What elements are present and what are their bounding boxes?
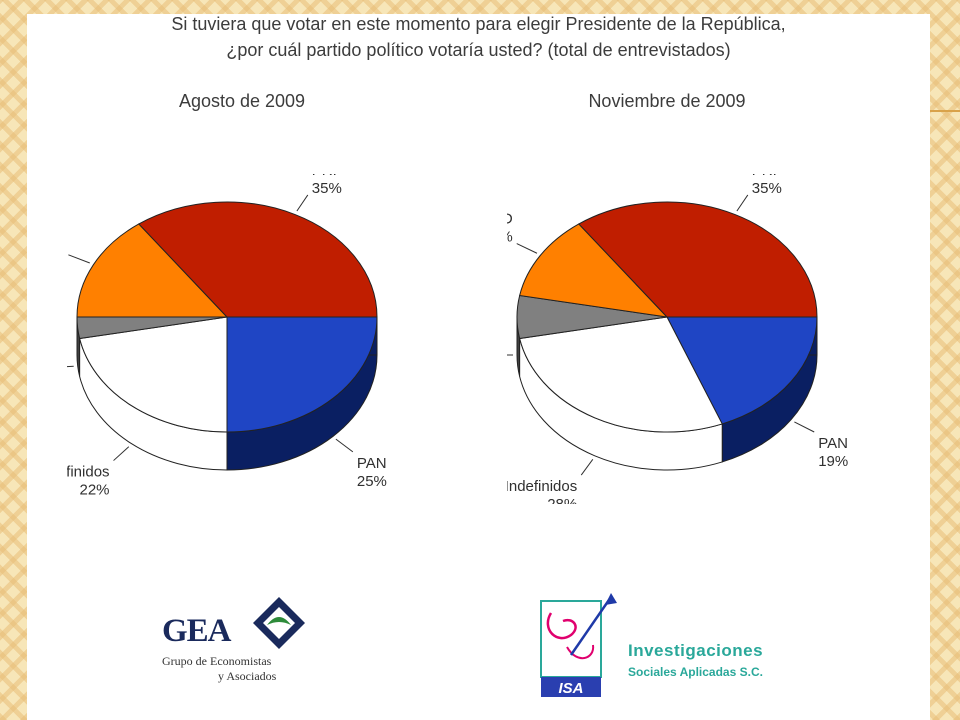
- slide: Si tuviera que votar en este momento par…: [27, 14, 930, 720]
- chart1-title: Agosto de 2009: [178, 91, 306, 111]
- pie0-label-pan: PAN: [357, 455, 387, 472]
- pie1-leader-pri: [736, 194, 749, 212]
- pie0-value-pan: 25%: [357, 473, 387, 490]
- isa-logo-line2: Sociales Aplicadas S.C.: [628, 665, 763, 679]
- pie0-leader-indefinidos: [113, 446, 130, 461]
- isa-logo: ISA Investigaciones Sociales Aplicadas S…: [537, 589, 817, 704]
- gea-logo-name: GEA: [162, 613, 232, 649]
- gea-logo: GEA Grupo de Economistas y Asociados: [162, 597, 322, 689]
- pie1-value-pri: 35%: [752, 180, 782, 197]
- pie1-value-indefinidos: 28%: [547, 496, 577, 504]
- gea-logo-line1: Grupo de Economistas: [162, 654, 272, 668]
- isa-logo-mark: ISA: [540, 593, 617, 697]
- pie1-value-prd: 12%: [507, 229, 513, 246]
- slide-title-line2: ¿por cuál partido político votaría usted…: [226, 40, 731, 60]
- pie1-label-prd: PRD: [507, 211, 513, 228]
- pie0-label-pri: PRI: [312, 174, 337, 179]
- pie0-slice-pri: [138, 201, 378, 318]
- gea-logo-line2: y Asociados: [218, 669, 277, 683]
- pie1-leader-indefinidos: [580, 458, 594, 476]
- pie0-slice-indefinidos: [79, 316, 228, 433]
- pie1-slice-pri: [578, 201, 818, 318]
- isa-logo-name: Investigaciones: [628, 641, 764, 660]
- pie0-leader-pri: [296, 194, 309, 212]
- pie1-leader-prd: [516, 243, 538, 254]
- pie0-slice-prd: [76, 223, 229, 318]
- pie0-label-indefinidos: Indefinidos: [67, 464, 110, 481]
- pie0-value-indefinidos: 22%: [80, 482, 110, 499]
- pie0-leader-otro: [67, 365, 74, 368]
- pie1-slice-prd: [519, 223, 669, 318]
- pie1-label-indefinidos: Indefinidos: [507, 478, 577, 495]
- pie1-slice-pan: [666, 316, 818, 425]
- decorative-line: [930, 110, 960, 112]
- pie0-leader-pan: [335, 438, 354, 453]
- pie0-leader-prd: [68, 254, 90, 264]
- pie1-label-pri: PRI: [752, 174, 777, 179]
- pie0-value-pri: 35%: [312, 180, 342, 197]
- isa-logo-mark-text: ISA: [558, 680, 583, 697]
- chart2-title: Noviembre de 2009: [588, 91, 746, 111]
- pie1-leader-pan: [794, 421, 815, 433]
- pie0-slice-pan: [226, 316, 378, 433]
- slide-title-line1: Si tuviera que votar en este momento par…: [171, 14, 786, 34]
- pie1-slice-indefinidos: [519, 316, 723, 433]
- pie1-label-pan: PAN: [818, 435, 848, 452]
- pie1-value-pan: 19%: [818, 453, 848, 470]
- gea-logo-mark: [253, 597, 305, 649]
